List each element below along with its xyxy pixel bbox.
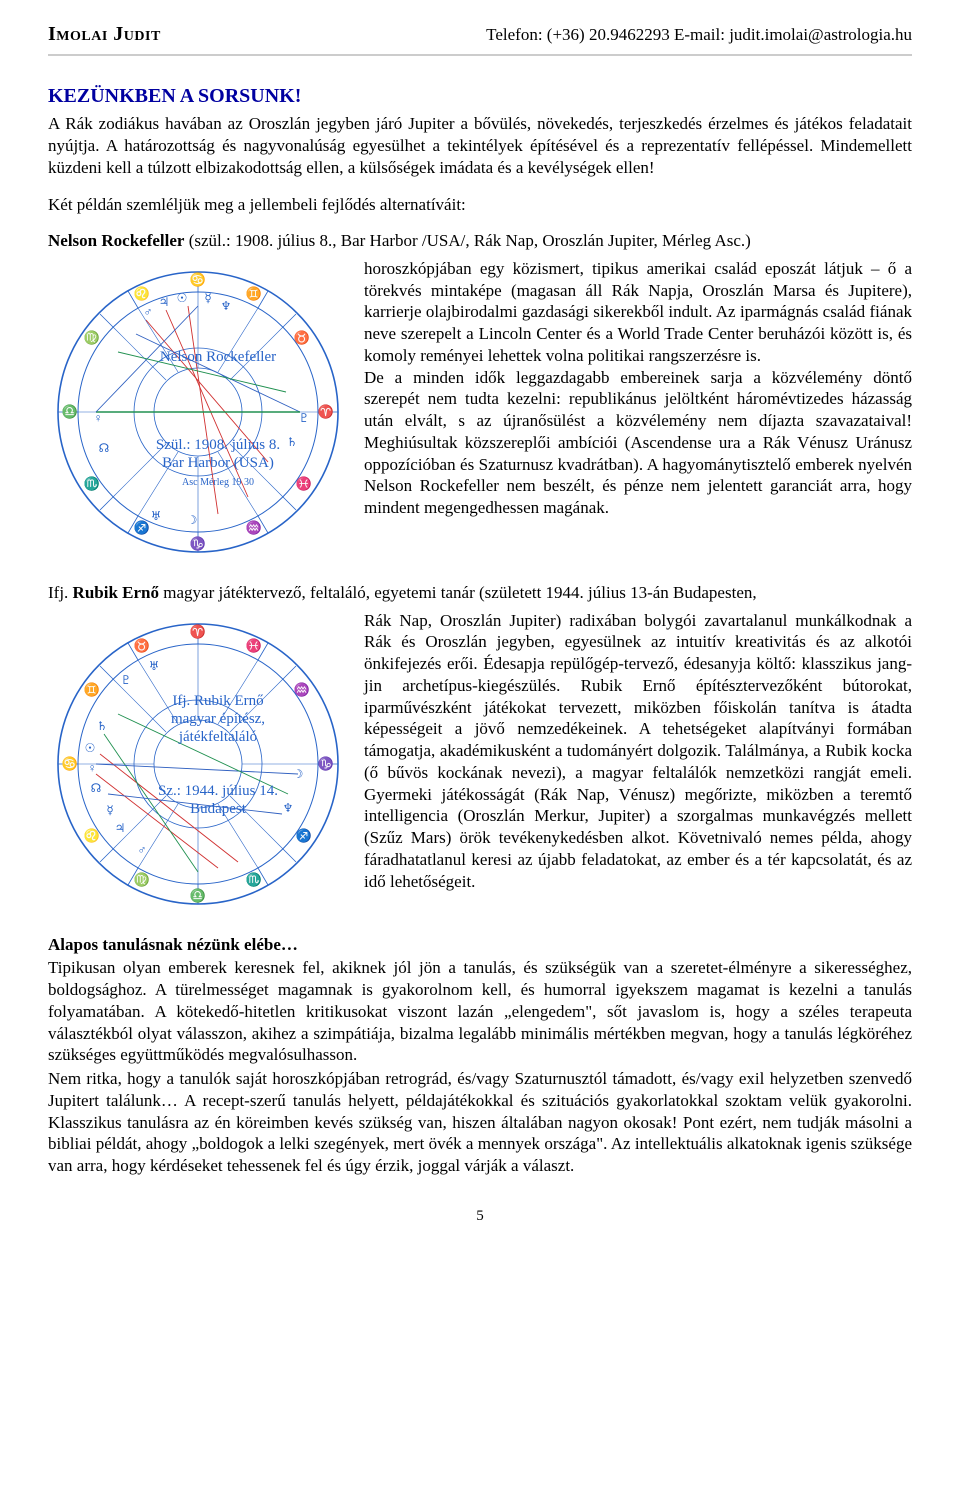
- svg-text:♑: ♑: [190, 536, 206, 551]
- svg-text:☿: ☿: [204, 291, 211, 305]
- intro2: Két példán szemléljük meg a jellembeli f…: [48, 194, 912, 216]
- svg-text:☊: ☊: [91, 781, 102, 795]
- svg-text:♒: ♒: [246, 520, 262, 535]
- svg-text:☉: ☉: [177, 291, 188, 305]
- svg-text:♇: ♇: [121, 673, 132, 687]
- nelson-chart: ♋♊♉ ♈♓♒ ♑♐♏ ♎♍♌ ☉♃♂ ☿♆ ♇♄ ♀☊ ♅☽ Nelson R…: [48, 262, 348, 562]
- svg-text:♊: ♊: [84, 682, 100, 697]
- svg-text:♉: ♉: [134, 638, 150, 653]
- svg-text:♀: ♀: [88, 761, 97, 775]
- natal-chart-svg: ♋♊♉ ♈♓♒ ♑♐♏ ♎♍♌ ☉♃♂ ☿♆ ♇♄ ♀☊ ♅☽: [48, 262, 348, 562]
- svg-text:♏: ♏: [84, 476, 100, 491]
- svg-text:♍: ♍: [84, 330, 100, 345]
- svg-text:♂: ♂: [144, 305, 153, 319]
- study-section: Alapos tanulásnak nézünk elébe… Tipikusa…: [48, 934, 912, 1177]
- author-name: Imolai Judit: [48, 22, 161, 48]
- svg-text:☽: ☽: [293, 767, 304, 781]
- svg-text:☉: ☉: [85, 741, 96, 755]
- svg-text:♓: ♓: [246, 638, 262, 653]
- svg-text:♅: ♅: [151, 509, 162, 523]
- study-p1: Tipikusan olyan emberek keresnek fel, ak…: [48, 957, 912, 1066]
- study-p2: Nem ritka, hogy a tanulók saját horoszkó…: [48, 1068, 912, 1177]
- rubik-name: Rubik Ernő: [73, 583, 159, 602]
- svg-text:♏: ♏: [246, 872, 262, 887]
- svg-text:♅: ♅: [149, 659, 160, 673]
- svg-text:♎: ♎: [62, 404, 78, 419]
- page-number: 5: [48, 1207, 912, 1226]
- svg-text:♇: ♇: [299, 411, 310, 425]
- page-header: Imolai Judit Telefon: (+36) 20.9462293 E…: [48, 22, 912, 56]
- nelson-chart-name: Nelson Rockefeller: [118, 348, 318, 366]
- svg-text:♂: ♂: [138, 843, 147, 857]
- natal-chart-svg-2: ♈♓♒ ♑♐♏ ♎♍♌ ♋♊♉ ☉♀☊ ♄☿♃ ♂☽♆ ♅♇: [48, 614, 348, 914]
- intro-paragraph: A Rák zodiákus havában az Oroszlán jegyb…: [48, 113, 912, 178]
- svg-text:♎: ♎: [190, 888, 206, 903]
- svg-text:♈: ♈: [318, 404, 334, 419]
- svg-text:♀: ♀: [94, 411, 103, 425]
- rubik-section: Ifj. Rubik Ernő magyar játéktervező, fel…: [48, 582, 912, 920]
- nelson-section: Nelson Rockefeller (szül.: 1908. július …: [48, 230, 912, 568]
- svg-text:♊: ♊: [246, 286, 262, 301]
- svg-text:♉: ♉: [294, 330, 310, 345]
- svg-text:♌: ♌: [134, 286, 150, 301]
- svg-text:♋: ♋: [62, 756, 78, 771]
- svg-text:♋: ♋: [190, 272, 206, 287]
- nelson-lead-rest: (szül.: 1908. július 8., Bar Harbor /USA…: [184, 231, 750, 250]
- svg-text:♆: ♆: [221, 299, 232, 313]
- svg-text:☿: ☿: [106, 803, 113, 817]
- svg-text:☊: ☊: [99, 441, 110, 455]
- rubik-lead: Ifj. Rubik Ernő magyar játéktervező, fel…: [48, 582, 912, 604]
- svg-text:☽: ☽: [187, 513, 198, 527]
- svg-text:♐: ♐: [134, 520, 150, 535]
- svg-text:♌: ♌: [84, 828, 100, 843]
- rubik-chart: ♈♓♒ ♑♐♏ ♎♍♌ ♋♊♉ ☉♀☊ ♄☿♃ ♂☽♆ ♅♇ Ifj. Rubi…: [48, 614, 348, 914]
- svg-text:♄: ♄: [97, 719, 108, 733]
- author-contact: Telefon: (+36) 20.9462293 E-mail: judit.…: [486, 24, 912, 46]
- svg-text:♈: ♈: [190, 624, 206, 639]
- article-title: KEZÜNKBEN A SORSUNK!: [48, 84, 912, 110]
- study-heading: Alapos tanulásnak nézünk elébe…: [48, 934, 912, 956]
- nelson-name: Nelson Rockefeller: [48, 231, 184, 250]
- svg-text:♍: ♍: [134, 872, 150, 887]
- svg-text:♃: ♃: [115, 821, 126, 835]
- rubik-lead-rest: magyar játéktervező, feltaláló, egyetemi…: [159, 583, 757, 602]
- svg-text:♃: ♃: [159, 295, 170, 309]
- svg-text:♑: ♑: [318, 756, 334, 771]
- svg-text:♐: ♐: [296, 828, 312, 843]
- nelson-lead: Nelson Rockefeller (szül.: 1908. július …: [48, 230, 912, 252]
- rubik-chart-name: Ifj. Rubik Ernő magyar építész, játékfel…: [118, 692, 318, 746]
- nelson-chart-born: Szül.: 1908. július 8. Bar Harbor (USA) …: [118, 436, 318, 490]
- rubik-chart-born: Sz.: 1944. július 14. Budapest: [118, 782, 318, 818]
